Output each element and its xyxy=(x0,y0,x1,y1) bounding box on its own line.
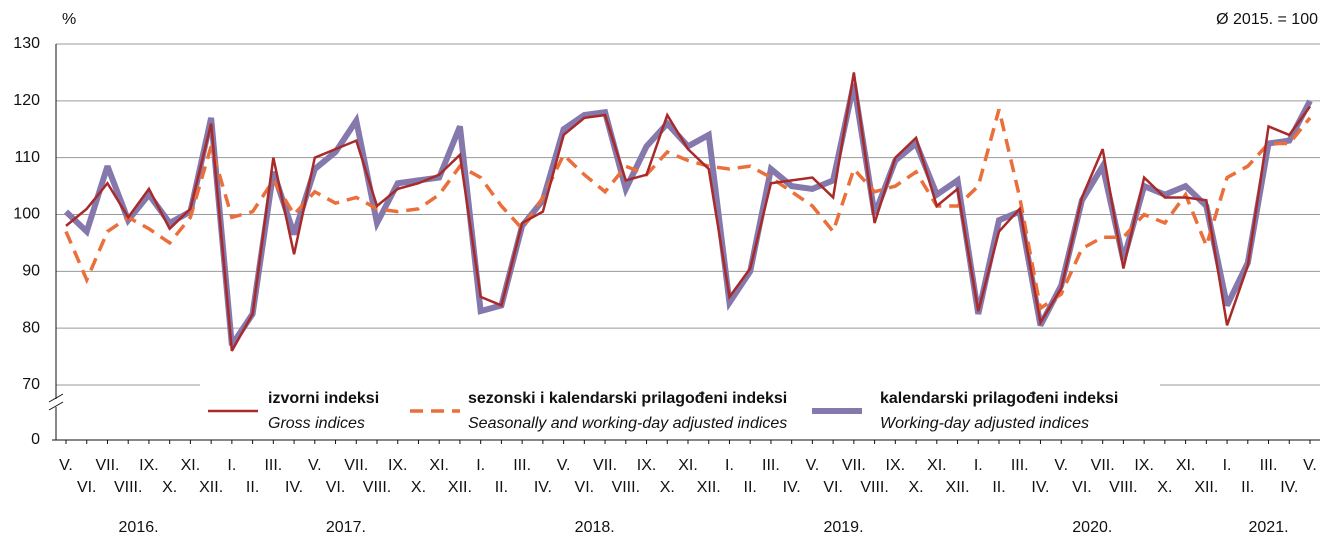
x-tick-label: II. xyxy=(246,479,259,496)
x-tick-label: II. xyxy=(1241,479,1254,496)
x-tick-label: I. xyxy=(227,457,236,474)
x-tick-label: VIII. xyxy=(1109,479,1137,496)
axis-break xyxy=(48,401,64,411)
x-tick-label: I. xyxy=(725,457,734,474)
y-tick-label: 80 xyxy=(22,319,40,336)
y-tick-label: 130 xyxy=(13,35,40,52)
x-tick-label: XI. xyxy=(429,457,449,474)
x-tick-label: VI. xyxy=(575,479,595,496)
x-tick-label: VII. xyxy=(344,457,368,474)
legend-label-en: Gross indices xyxy=(268,415,365,432)
x-tick-label: VIII. xyxy=(612,479,640,496)
x-tick-label: VIII. xyxy=(363,479,391,496)
y-tick-label: 100 xyxy=(13,206,40,223)
x-tick-label: II. xyxy=(992,479,1005,496)
x-tick-label: III. xyxy=(513,457,531,474)
base-note: Ø 2015. = 100 xyxy=(1216,11,1318,28)
x-tick-label: IV. xyxy=(534,479,552,496)
x-tick-label: V. xyxy=(1054,457,1068,474)
legend-label-en: Seasonally and working-day adjusted indi… xyxy=(468,415,787,432)
x-tick-label: IX. xyxy=(388,457,408,474)
x-tick-label: XI. xyxy=(927,457,947,474)
x-tick-label: X. xyxy=(411,479,426,496)
x-tick-label: V. xyxy=(59,457,73,474)
x-tick-label: X. xyxy=(162,479,177,496)
x-tick-label: V. xyxy=(557,457,571,474)
series-line xyxy=(64,108,1312,312)
x-tick-label: IV. xyxy=(1280,479,1298,496)
unit-label: % xyxy=(62,11,76,28)
x-tick-label: IX. xyxy=(139,457,159,474)
year-label: 2016. xyxy=(119,519,159,536)
legend-label: izvorni indeksi xyxy=(268,390,379,407)
x-tick-label: III. xyxy=(264,457,282,474)
x-tick-label: V. xyxy=(308,457,322,474)
x-tick-label: I. xyxy=(974,457,983,474)
x-tick-label: XII. xyxy=(1194,479,1218,496)
x-tick-label: VII. xyxy=(1091,457,1115,474)
x-tick-label: V. xyxy=(1303,457,1317,474)
x-tick-label: IV. xyxy=(1031,479,1049,496)
legend-background xyxy=(200,381,1160,436)
y-tick-label: 110 xyxy=(14,149,40,166)
x-tick-label: I. xyxy=(1223,457,1232,474)
x-tick-label: X. xyxy=(1157,479,1172,496)
x-tick-label: XI. xyxy=(678,457,698,474)
x-tick-label: I. xyxy=(476,457,485,474)
x-tick-label: XII. xyxy=(946,479,970,496)
x-tick-label: VI. xyxy=(77,479,97,496)
x-tick-label: III. xyxy=(1260,457,1278,474)
x-tick-label: II. xyxy=(744,479,757,496)
x-tick-label: IV. xyxy=(783,479,801,496)
x-tick-label: XI. xyxy=(1176,457,1196,474)
y-tick-label: 70 xyxy=(22,376,40,393)
x-tick-label: III. xyxy=(762,457,780,474)
x-tick-label: III. xyxy=(1011,457,1029,474)
series-line xyxy=(63,83,1313,347)
x-tick-label: IX. xyxy=(1134,457,1154,474)
x-tick-label: XII. xyxy=(199,479,223,496)
legend-label: sezonski i kalendarski prilagođeni indek… xyxy=(468,390,787,407)
year-label: 2019. xyxy=(823,519,863,536)
x-tick-label: XII. xyxy=(697,479,721,496)
x-tick-label: VIII. xyxy=(860,479,888,496)
x-tick-label: VII. xyxy=(593,457,617,474)
y-tick-label: 0 xyxy=(31,431,40,448)
year-label: 2017. xyxy=(326,519,366,536)
x-tick-label: IX. xyxy=(886,457,906,474)
x-tick-label: VII. xyxy=(95,457,119,474)
year-label: 2020. xyxy=(1072,519,1112,536)
axis-break xyxy=(48,393,64,403)
year-label: 2018. xyxy=(575,519,615,536)
x-tick-label: IV. xyxy=(285,479,303,496)
legend-label: kalendarski prilagođeni indeksi xyxy=(880,390,1118,407)
y-tick-label: 120 xyxy=(13,92,40,109)
x-tick-label: X. xyxy=(660,479,675,496)
legend-label-en: Working-day adjusted indices xyxy=(880,415,1089,432)
x-tick-label: V. xyxy=(806,457,820,474)
axis-break-gap xyxy=(50,399,62,407)
x-tick-label: VI. xyxy=(1072,479,1092,496)
y-tick-label: 90 xyxy=(22,263,40,280)
x-tick-label: XII. xyxy=(448,479,472,496)
x-tick-label: VI. xyxy=(823,479,843,496)
year-label: 2021. xyxy=(1249,519,1289,536)
x-tick-label: II. xyxy=(495,479,508,496)
x-tick-label: VIII. xyxy=(114,479,142,496)
x-tick-label: IX. xyxy=(637,457,657,474)
x-tick-label: X. xyxy=(909,479,924,496)
x-tick-label: VII. xyxy=(842,457,866,474)
x-tick-label: VI. xyxy=(326,479,346,496)
series-line xyxy=(65,72,1312,352)
x-tick-label: XI. xyxy=(181,457,201,474)
